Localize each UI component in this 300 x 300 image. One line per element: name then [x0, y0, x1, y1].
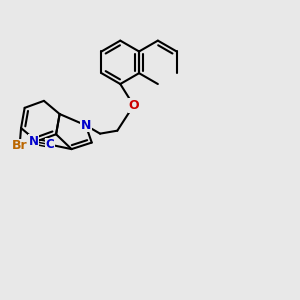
Text: N: N [28, 135, 38, 148]
Text: Br: Br [12, 140, 27, 152]
Text: N: N [81, 119, 91, 132]
Text: O: O [128, 99, 139, 112]
Text: C: C [46, 138, 55, 151]
